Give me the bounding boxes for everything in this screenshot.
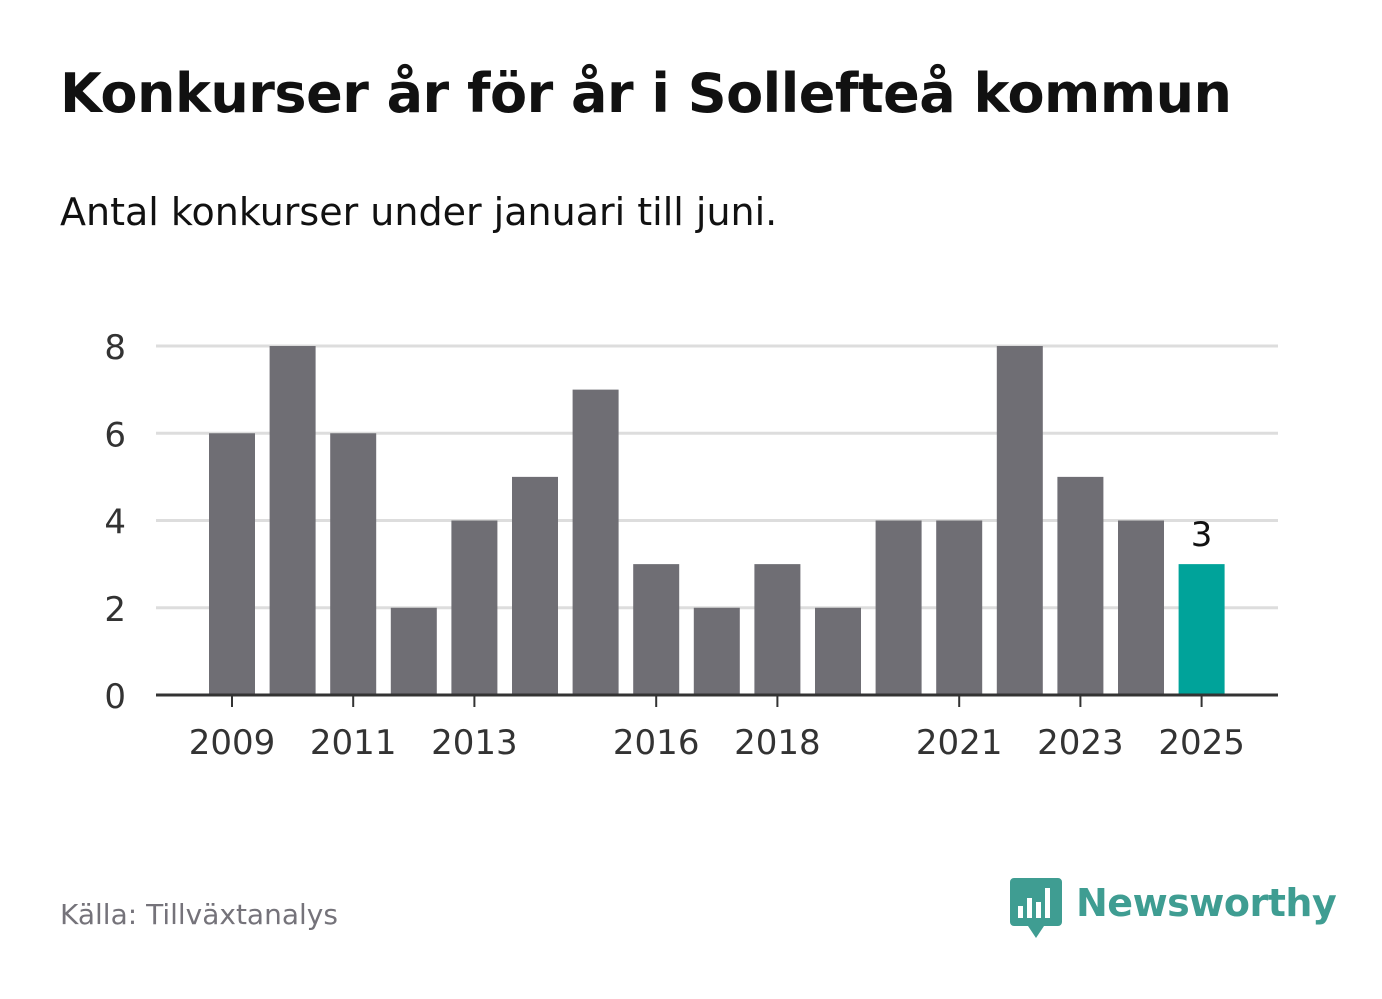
chart-speech-bubble-icon	[1010, 878, 1062, 938]
chart-title: Konkurser år för år i Sollefteå kommun	[60, 62, 1232, 125]
bar	[1118, 520, 1164, 695]
bar	[693, 607, 740, 695]
bar	[390, 607, 437, 695]
labels: 0 2 4 6 8 3 2009 2011 2013 2016 2018 2021 2023 2025	[104, 328, 1245, 763]
bar	[451, 520, 498, 695]
x-tick-label: 2011	[310, 723, 397, 763]
bar	[269, 346, 316, 695]
bar	[209, 433, 255, 695]
x-tick-label: 2009	[189, 723, 276, 763]
grid-lines	[156, 344, 1278, 610]
x-tick-label: 2021	[916, 723, 1003, 763]
bar	[1057, 476, 1104, 695]
bar	[875, 520, 922, 695]
bar	[754, 564, 801, 695]
y-tick-label: 0	[104, 677, 126, 717]
bar	[633, 564, 680, 695]
chart-subtitle: Antal konkurser under januari till juni.	[60, 190, 778, 234]
x-tick-label: 2023	[1037, 723, 1124, 763]
bar	[512, 476, 558, 695]
logo-text: Newsworthy	[1076, 881, 1337, 925]
bar	[815, 607, 861, 695]
data-label: 3	[1191, 515, 1213, 555]
bar-highlight	[1178, 564, 1225, 695]
bar	[330, 433, 377, 695]
axes	[156, 693, 1278, 707]
y-tick-label: 4	[104, 503, 126, 543]
newsworthy-logo: Newsworthy	[1010, 878, 1337, 942]
source-note: Källa: Tillväxtanalys	[60, 898, 338, 931]
x-tick-label: 2013	[431, 723, 518, 763]
x-tick-label: 2025	[1158, 723, 1245, 763]
bar	[996, 346, 1043, 695]
bar	[572, 389, 619, 695]
bar	[936, 520, 983, 695]
y-tick-label: 8	[104, 328, 126, 368]
y-tick-label: 6	[104, 415, 126, 455]
y-tick-label: 2	[104, 590, 126, 630]
bars	[209, 346, 1225, 695]
x-tick-label: 2016	[613, 723, 700, 763]
x-tick-label: 2018	[734, 723, 821, 763]
